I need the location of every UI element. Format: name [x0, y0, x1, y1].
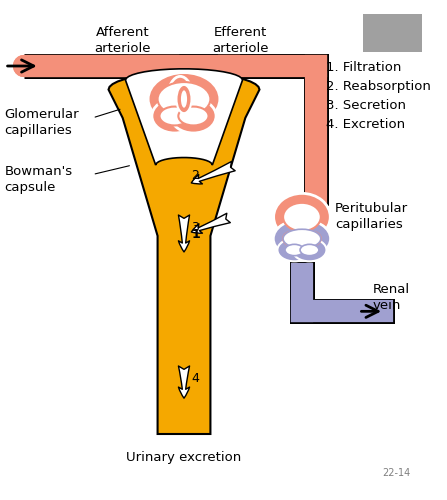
Polygon shape	[126, 69, 243, 165]
Text: 4: 4	[192, 372, 199, 385]
Ellipse shape	[274, 222, 315, 256]
Ellipse shape	[148, 72, 220, 126]
Ellipse shape	[289, 222, 330, 256]
Ellipse shape	[274, 194, 330, 240]
Ellipse shape	[171, 99, 216, 133]
Ellipse shape	[177, 85, 192, 113]
Ellipse shape	[160, 106, 190, 126]
Text: Urinary excretion: Urinary excretion	[127, 451, 242, 464]
Bar	[363, 14, 422, 52]
Text: Glomerular
capillaries: Glomerular capillaries	[5, 108, 80, 137]
Polygon shape	[109, 72, 260, 434]
Text: 2: 2	[192, 169, 199, 182]
Ellipse shape	[158, 82, 211, 116]
Text: Efferent
arteriole: Efferent arteriole	[212, 26, 269, 56]
Ellipse shape	[178, 106, 209, 126]
Text: 22-14: 22-14	[382, 468, 410, 478]
Ellipse shape	[152, 99, 197, 133]
Ellipse shape	[180, 90, 188, 108]
Ellipse shape	[278, 238, 312, 262]
Text: Peritubular
capillaries: Peritubular capillaries	[335, 202, 408, 232]
Ellipse shape	[292, 238, 326, 262]
Text: Afferent
arteriole: Afferent arteriole	[94, 26, 151, 56]
Text: 1. Filtration
2. Reabsorption
3. Secretion
4. Excretion: 1. Filtration 2. Reabsorption 3. Secreti…	[325, 62, 430, 132]
Ellipse shape	[283, 231, 306, 246]
Ellipse shape	[300, 244, 319, 256]
Ellipse shape	[298, 231, 321, 246]
Ellipse shape	[168, 76, 193, 118]
Ellipse shape	[283, 203, 321, 231]
Text: 3: 3	[192, 221, 199, 234]
Ellipse shape	[283, 229, 321, 248]
Ellipse shape	[274, 220, 330, 258]
Text: Renal
vein: Renal vein	[373, 282, 410, 312]
Text: Bowman's
capsule: Bowman's capsule	[5, 164, 73, 194]
Ellipse shape	[285, 244, 304, 256]
Text: 1: 1	[192, 228, 200, 240]
